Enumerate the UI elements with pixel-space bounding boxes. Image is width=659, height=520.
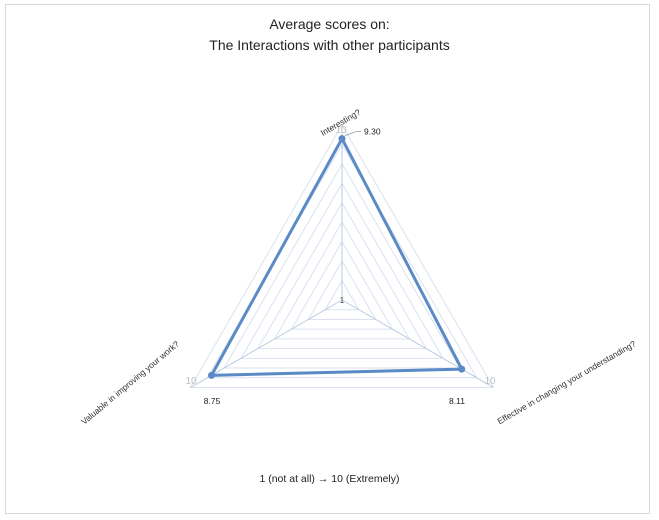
grid-ring	[273, 221, 411, 340]
grid-ring	[240, 182, 444, 359]
grid-ring	[324, 279, 360, 311]
value-leader-line	[344, 131, 361, 136]
chart-frame	[5, 4, 650, 514]
data-point	[207, 371, 215, 379]
value-label: 8.11	[449, 396, 465, 406]
data-point	[458, 365, 466, 373]
axis-max-label: 10	[484, 376, 496, 387]
axis-category-label: Effective in changing your understanding…	[496, 338, 638, 426]
axis-max-label: 10	[185, 376, 197, 387]
scale-footnote: 1 (not at all) → 10 (Extremely)	[259, 473, 400, 485]
grid-ring	[290, 240, 394, 330]
series-line	[209, 137, 464, 377]
value-label: 9.30	[364, 127, 381, 137]
grid-ring	[256, 201, 428, 350]
axis-category-label: Valuable in improving your work?	[79, 339, 181, 427]
value-label: 8.75	[204, 396, 221, 406]
grid-ring	[189, 123, 495, 388]
axis-spoke	[341, 299, 494, 388]
grid-ring	[307, 260, 377, 320]
data-point	[338, 135, 346, 143]
chart-title-line-2: The Interactions with other participants	[209, 37, 450, 53]
grid-ring	[223, 162, 461, 369]
chart-title-line-1: Average scores on:	[269, 16, 390, 32]
axis-min-label: 1	[340, 296, 345, 305]
axis-spoke	[190, 299, 343, 388]
axis-max-label: 10	[335, 125, 347, 136]
